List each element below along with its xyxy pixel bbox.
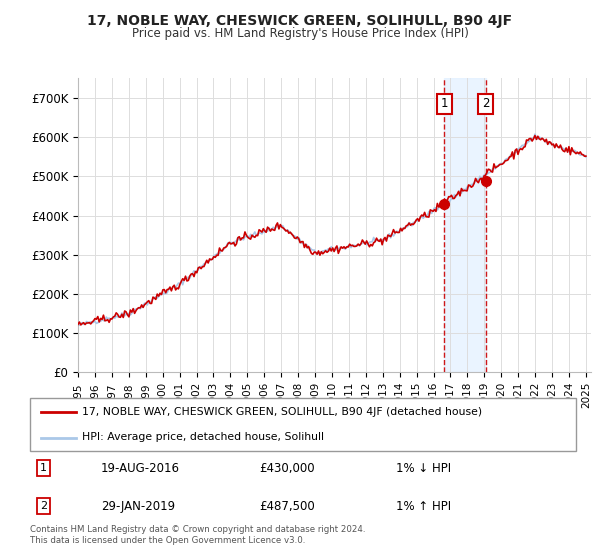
Text: 19-AUG-2016: 19-AUG-2016 (101, 462, 180, 475)
Text: 17, NOBLE WAY, CHESWICK GREEN, SOLIHULL, B90 4JF: 17, NOBLE WAY, CHESWICK GREEN, SOLIHULL,… (88, 14, 512, 28)
Text: Price paid vs. HM Land Registry's House Price Index (HPI): Price paid vs. HM Land Registry's House … (131, 27, 469, 40)
Text: Contains HM Land Registry data © Crown copyright and database right 2024.
This d: Contains HM Land Registry data © Crown c… (30, 525, 365, 545)
Text: 1% ↑ HPI: 1% ↑ HPI (396, 500, 451, 512)
Bar (444, 78, 485, 372)
Text: 2: 2 (40, 501, 47, 511)
FancyBboxPatch shape (30, 398, 576, 451)
Text: 1: 1 (40, 463, 47, 473)
Text: £430,000: £430,000 (259, 462, 315, 475)
Text: HPI: Average price, detached house, Solihull: HPI: Average price, detached house, Soli… (82, 432, 324, 442)
Text: 2: 2 (482, 97, 490, 110)
Text: £487,500: £487,500 (259, 500, 315, 512)
Text: 1% ↓ HPI: 1% ↓ HPI (396, 462, 451, 475)
Text: 1: 1 (440, 97, 448, 110)
Text: 29-JAN-2019: 29-JAN-2019 (101, 500, 175, 512)
Text: 17, NOBLE WAY, CHESWICK GREEN, SOLIHULL, B90 4JF (detached house): 17, NOBLE WAY, CHESWICK GREEN, SOLIHULL,… (82, 407, 482, 417)
